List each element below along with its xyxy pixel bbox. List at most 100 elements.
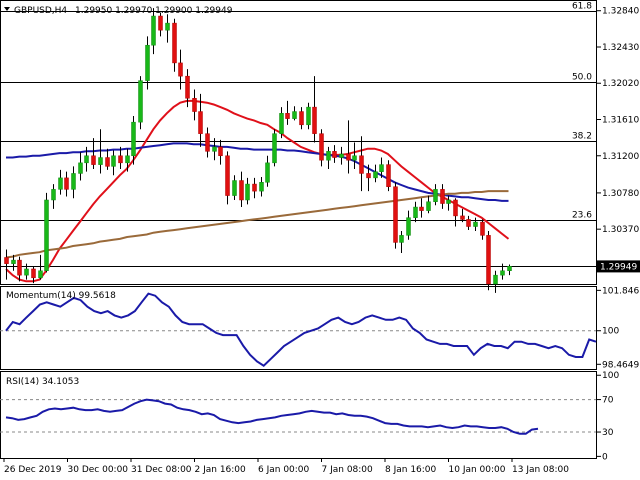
fib-label-1: 50.0 [572, 73, 592, 83]
price-tick-label-3: 1.31610 [602, 116, 639, 126]
rsi-tick-label-3: 0 [602, 452, 608, 462]
momentum-series [5, 292, 597, 367]
candle [178, 49, 183, 90]
candle-body [379, 164, 384, 172]
candle-body [473, 221, 478, 227]
candle [11, 254, 16, 271]
candle-body [373, 171, 378, 179]
time-tick-label-6: 8 Jan 16:00 [385, 465, 437, 475]
time-tick-label-7: 10 Jan 00:00 [449, 465, 506, 475]
candle [373, 164, 378, 183]
candle [218, 139, 223, 165]
candle [500, 263, 505, 280]
fib-label-3: 23.6 [572, 211, 592, 221]
candle-body [326, 151, 331, 161]
moving-average-0 [5, 99, 510, 283]
price-panel[interactable]: 61.850.038.223.6 1.328401.324301.320201.… [0, 0, 640, 293]
candle [105, 148, 110, 170]
candle [84, 146, 89, 172]
time-tick-label-5: 7 Jan 08:00 [322, 465, 374, 475]
candle [433, 184, 438, 206]
candlesticks [4, 8, 512, 293]
candle-body [440, 189, 445, 204]
momentum-panel[interactable]: 101.8467 100 98.4649 Momentum(14) 99.5618 [0, 286, 640, 370]
candle-body [172, 22, 177, 64]
candle-body [239, 180, 244, 201]
candle-body [393, 186, 398, 243]
candle [198, 93, 203, 147]
candle-body [252, 183, 257, 192]
candle-body [426, 201, 431, 211]
candle-body [399, 235, 404, 243]
candle-body [185, 75, 190, 99]
time-axis: 26 Dec 2019 30 Dec 00:00 31 Dec 08:00 2 Jan… [3, 458, 569, 475]
candle [272, 129, 277, 167]
price-tick-label-0: 1.32840 [602, 7, 639, 17]
candle [440, 184, 445, 209]
momentum-tick-label-0: 101.8467 [602, 286, 640, 296]
price-panel-frame [0, 0, 597, 285]
candle-body [245, 183, 250, 201]
time-tick-label-4: 6 Jan 00:00 [258, 465, 310, 475]
candle-body [91, 155, 96, 165]
rsi-tick-label-2: 30 [602, 428, 614, 438]
fib-levels: 61.8 50.0 38.2 23.6 [0, 2, 596, 221]
candle [507, 264, 512, 276]
rsi-line [5, 398, 539, 435]
candle-body [192, 98, 197, 112]
momentum-title: Momentum(14) 99.5618 [6, 291, 116, 301]
candle-body [292, 111, 297, 119]
candle [225, 151, 230, 205]
candle [245, 177, 250, 205]
candle-body [433, 189, 438, 203]
rsi-axis: 100 70 30 0 [597, 371, 619, 462]
candle [466, 215, 471, 231]
candle-body [78, 162, 83, 174]
candle-body [51, 189, 56, 201]
candle [359, 136, 364, 192]
candle [151, 8, 156, 55]
candle [379, 157, 384, 178]
fib-label-2: 38.2 [572, 132, 592, 142]
candle-body [225, 155, 230, 196]
candle-body [165, 22, 170, 31]
candle [352, 142, 357, 170]
candle-body [265, 162, 270, 183]
candle [279, 107, 284, 139]
candle [366, 164, 371, 192]
candle [285, 100, 290, 125]
candle [44, 192, 49, 273]
momentum-tick-label-2: 98.4649 [602, 360, 639, 370]
candle-body [352, 155, 357, 161]
candle-body [366, 173, 371, 179]
candle-body [486, 235, 491, 285]
candle [393, 182, 398, 249]
candle [78, 152, 83, 181]
time-tick-label-3: 2 Jan 16:00 [195, 465, 247, 475]
candle-body [138, 80, 143, 123]
candle-body [319, 133, 324, 161]
candle [326, 146, 331, 170]
candle [252, 177, 257, 199]
time-tick-label-2: 31 Dec 08:00 [131, 465, 192, 475]
candle-body [312, 106, 317, 134]
candle-body [272, 133, 277, 164]
rsi-tick-label-0: 100 [602, 371, 619, 381]
candle-body [17, 259, 22, 276]
candle-body [386, 164, 391, 187]
candle-body [453, 199, 458, 217]
candle [473, 217, 478, 231]
price-tick-label-2: 1.32020 [602, 79, 639, 89]
rsi-tick-label-1: 70 [602, 396, 614, 406]
candle-body [24, 268, 29, 276]
candle [91, 138, 96, 170]
ohlc-readout: 1.29950 1.29970 1.29900 1.29949 [75, 6, 233, 16]
candle [292, 106, 297, 121]
candle-body [218, 146, 223, 157]
candle-body [359, 155, 364, 174]
candle [446, 195, 451, 211]
candle [306, 102, 311, 130]
candle [339, 146, 344, 165]
rsi-panel[interactable]: 100 70 30 0 RSI(14) 34.1053 [0, 371, 619, 462]
